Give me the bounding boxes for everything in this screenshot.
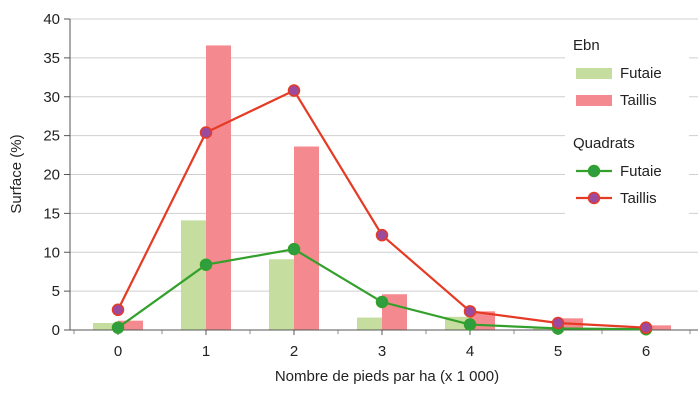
point-quadrats-futaie: [377, 297, 388, 308]
legend-label-taillis: Taillis: [620, 190, 657, 207]
point-quadrats-futaie: [465, 319, 476, 330]
legend-label-taillis: Taillis: [620, 92, 657, 109]
point-quadrats-futaie: [201, 259, 212, 270]
bar-ebn-futaie: [181, 220, 206, 330]
y-axis-label: Surface (%): [8, 134, 25, 213]
x-tick-label: 3: [378, 343, 386, 360]
y-tick-label: 35: [43, 50, 60, 67]
tick-labels: 0 5 10 15 20 25 30 35 40 0 1 2 3 4 5 6: [43, 11, 650, 360]
point-quadrats-taillis: [201, 127, 212, 138]
x-tick-label: 0: [114, 343, 122, 360]
x-tick-label: 6: [642, 343, 650, 360]
legend-label-futaie: Futaie: [620, 65, 662, 82]
point-quadrats-taillis: [641, 322, 652, 333]
legend-swatch-futaie: [576, 68, 612, 79]
point-quadrats-taillis: [377, 230, 388, 241]
y-tick-label: 5: [52, 283, 60, 300]
point-quadrats-futaie: [289, 244, 300, 255]
bar-ebn-taillis: [206, 45, 231, 330]
x-tick-label: 4: [466, 343, 474, 360]
y-tick-label: 15: [43, 205, 60, 222]
x-axis-label: Nombre de pieds par ha (x 1 000): [275, 368, 499, 385]
x-tick-label: 2: [290, 343, 298, 360]
point-quadrats-futaie: [113, 322, 124, 333]
y-tick-label: 30: [43, 89, 60, 106]
legend-swatch-taillis: [576, 95, 612, 106]
y-tick-label: 25: [43, 128, 60, 145]
y-tick-label: 10: [43, 244, 60, 261]
y-tick-label: 40: [43, 11, 60, 28]
y-tick-label: 0: [52, 322, 60, 339]
bar-ebn-futaie: [269, 259, 294, 330]
y-tick-label: 20: [43, 167, 60, 184]
legend-marker-futaie: [589, 166, 600, 177]
bar-ebn-futaie: [357, 318, 382, 330]
legend: Ebn Futaie Taillis Quadrats Futaie Taillis: [565, 32, 689, 214]
legend-group-title: Ebn: [573, 37, 600, 54]
legend-label-futaie: Futaie: [620, 163, 662, 180]
legend-group-title: Quadrats: [573, 135, 635, 152]
point-quadrats-taillis: [465, 306, 476, 317]
x-tick-label: 1: [202, 343, 210, 360]
point-quadrats-taillis: [289, 85, 300, 96]
point-quadrats-taillis: [113, 304, 124, 315]
legend-marker-taillis: [589, 193, 600, 204]
x-tick-label: 5: [554, 343, 562, 360]
bar-ebn-taillis: [294, 147, 319, 330]
point-quadrats-taillis: [553, 318, 564, 329]
